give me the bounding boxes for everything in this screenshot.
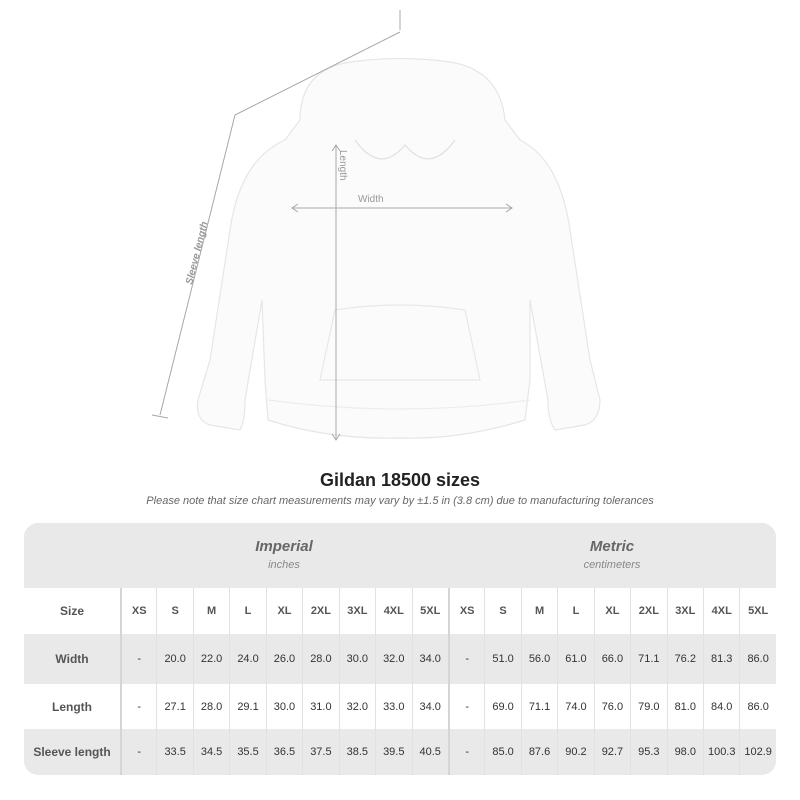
row-label: Length <box>52 699 92 714</box>
table-cell: 3XL <box>666 588 703 634</box>
table-cell: 32.0 <box>338 684 375 729</box>
row-label: Width <box>55 652 89 666</box>
table-cell: - <box>447 634 484 684</box>
size-header-row: Size XS S M L XL 2XL 3XL 4XL 5XL XS S M L XL 2XL 3XL 4XL 5… <box>24 588 776 634</box>
metric-unit: centimeters <box>583 559 641 571</box>
imperial-title: Imperial <box>255 538 313 555</box>
size-table: Imperial inches Metric centimeters Size X… <box>24 523 776 775</box>
table-cell: 61.0 <box>557 634 593 684</box>
table-cell: 30.0 <box>338 634 375 684</box>
table-cell: 85.0 <box>484 729 520 775</box>
width-label: Width <box>358 194 384 205</box>
table-cell: - <box>447 684 484 729</box>
table-cell: 5XL <box>411 588 448 634</box>
table-row: Width -20.0 22.0 24.0 26.0 28.0 30.0 32.0 34.0-5… <box>24 634 776 684</box>
table-cell: 32.0 <box>375 634 411 684</box>
table-cell: XL <box>593 588 630 634</box>
table-cell: 56.0 <box>520 634 557 684</box>
table-cell: 3XL <box>338 588 375 634</box>
table-cell: 29.1 <box>229 684 265 729</box>
table-cell: 98.0 <box>666 729 703 775</box>
sleeve-length-label: Sleeve length <box>184 221 210 286</box>
table-cell: 37.5 <box>302 729 338 775</box>
row-label: Size <box>59 604 84 618</box>
length-label: Length <box>337 150 348 181</box>
table-cell: 74.0 <box>557 684 593 729</box>
table-cell: 27.1 <box>156 684 192 729</box>
row-label: Sleeve length <box>33 745 111 759</box>
table-cell: L <box>557 588 593 634</box>
table-cell: 90.2 <box>557 729 593 775</box>
table-row: Length -27.1 28.0 29.1 30.0 31.0 32.0 33.0 34.0-… <box>24 684 776 729</box>
hoodie-image <box>196 57 601 439</box>
table-cell: M <box>192 588 229 634</box>
table-cell: 5XL <box>739 588 775 634</box>
table-cell: 84.0 <box>703 684 739 729</box>
table-cell: S <box>156 588 192 634</box>
table-cell: M <box>520 588 557 634</box>
table-cell: S <box>484 588 520 634</box>
table-cell: 38.5 <box>338 729 375 775</box>
table-cell: 4XL <box>703 588 739 634</box>
table-cell: 71.1 <box>630 634 666 684</box>
table-cell: 34.0 <box>411 684 448 729</box>
table-cell: 81.0 <box>666 684 703 729</box>
table-cell: 79.0 <box>630 684 666 729</box>
dimension-lines <box>151 10 513 441</box>
table-cell: 28.0 <box>302 634 338 684</box>
table-cell: 76.0 <box>593 684 630 729</box>
table-cell: 36.5 <box>265 729 302 775</box>
table-cell: - <box>120 729 156 775</box>
table-cell: 4XL <box>375 588 411 634</box>
table-cell: 35.5 <box>229 729 265 775</box>
table-cell: 71.1 <box>520 684 557 729</box>
table-cell: 51.0 <box>484 634 520 684</box>
imperial-header: Imperial inches <box>120 523 448 588</box>
table-cell: - <box>447 729 484 775</box>
metric-header: Metric centimeters <box>448 523 776 588</box>
table-cell: XS <box>447 588 484 634</box>
table-cell: 87.6 <box>520 729 557 775</box>
metric-title: Metric <box>589 538 635 555</box>
table-cell: XS <box>120 588 156 634</box>
table-cell: 30.0 <box>265 684 302 729</box>
table-cell: 2XL <box>302 588 338 634</box>
table-cell: L <box>229 588 265 634</box>
table-cell: 40.5 <box>411 729 448 775</box>
table-cell: - <box>120 684 156 729</box>
table-cell: 24.0 <box>229 634 265 684</box>
table-cell: 28.0 <box>192 684 229 729</box>
table-cell: 66.0 <box>593 634 630 684</box>
table-cell: - <box>120 634 156 684</box>
table-cell: 33.5 <box>156 729 192 775</box>
table-cell: 34.5 <box>192 729 229 775</box>
table-row: Sleeve length -33.5 34.5 35.5 36.5 37.5 38.5 39… <box>24 729 776 775</box>
table-cell: XL <box>265 588 302 634</box>
tolerance-note: Please note that size chart measurements… <box>146 495 654 507</box>
table-cell: 31.0 <box>302 684 338 729</box>
table-cell: 34.0 <box>411 634 448 684</box>
table-cell: 2XL <box>630 588 666 634</box>
imperial-unit: inches <box>268 559 300 571</box>
table-cell: 26.0 <box>265 634 302 684</box>
table-cell: 95.3 <box>630 729 666 775</box>
table-cell: 20.0 <box>156 634 192 684</box>
table-cell: 100.3 <box>703 729 739 775</box>
table-cell: 92.7 <box>593 729 630 775</box>
table-cell: 33.0 <box>375 684 411 729</box>
table-cell: 76.2 <box>666 634 703 684</box>
table-cell: 39.5 <box>375 729 411 775</box>
hoodie-illustration: Sleeve length Length Width <box>151 10 601 441</box>
table-cell: 69.0 <box>484 684 520 729</box>
page-title: Gildan 18500 sizes <box>319 470 481 490</box>
table-cell: 86.0 <box>739 634 775 684</box>
table-cell: 81.3 <box>703 634 739 684</box>
table-cell: 86.0 <box>739 684 775 729</box>
table-cell: 22.0 <box>192 634 229 684</box>
table-cell: 102.9 <box>739 729 775 775</box>
